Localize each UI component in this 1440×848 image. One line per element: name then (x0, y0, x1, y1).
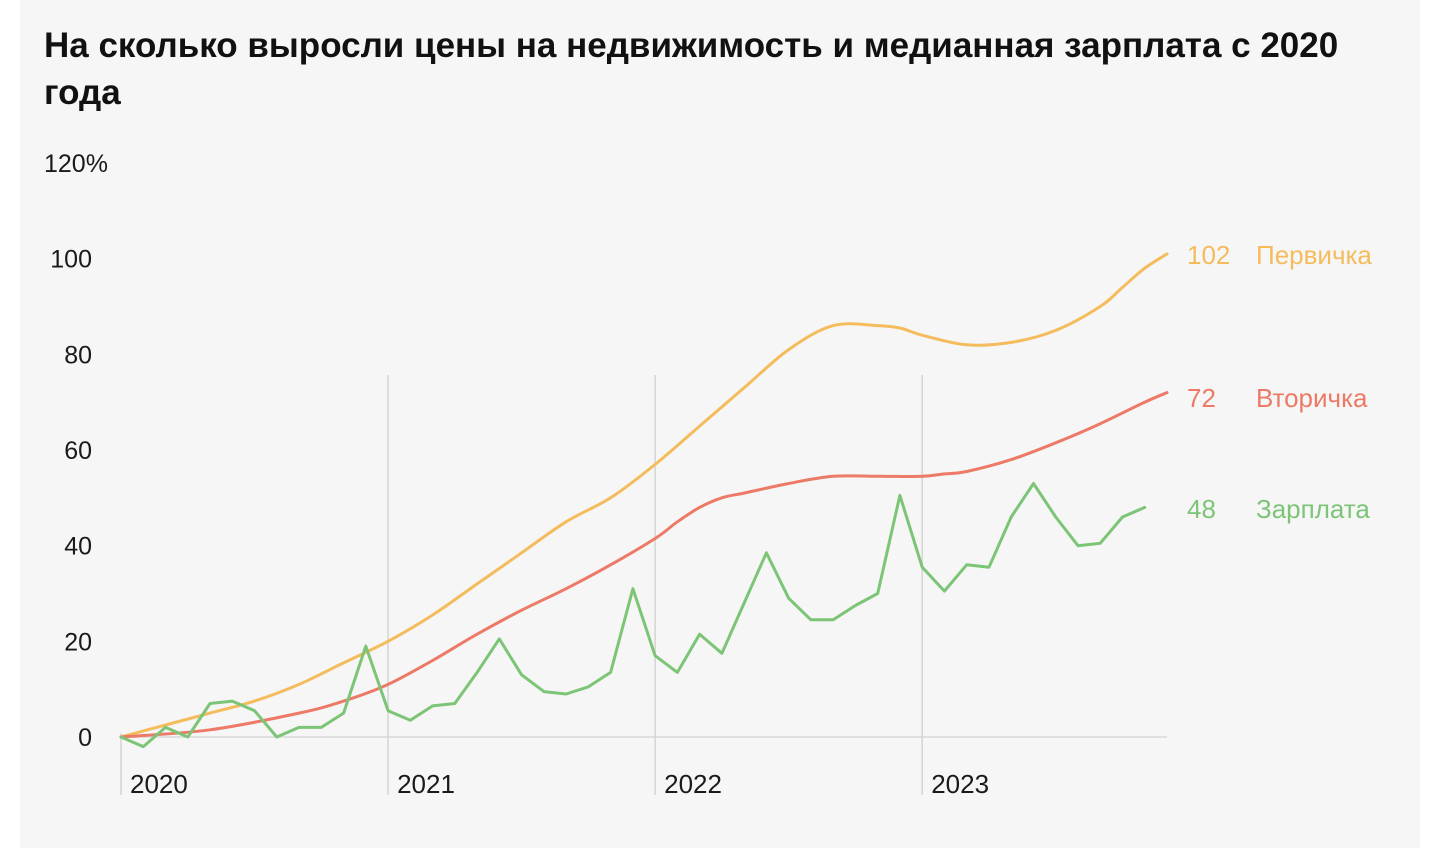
y-tick-label: 20 (64, 628, 92, 656)
y-axis: 0 20 40 60 80 100 120% (44, 150, 108, 752)
series-vtorichka-line (119, 391, 1169, 739)
y-tick-label: 100 (50, 246, 92, 274)
x-tick-label: 2021 (397, 769, 455, 799)
x-tick-label: 2022 (664, 769, 722, 799)
x-tick-label: 2023 (931, 769, 989, 799)
y-tick-label: 60 (64, 437, 92, 465)
series-layer (119, 252, 1169, 749)
y-tick-label: 80 (64, 341, 92, 369)
series-name-label: Зарплата (1256, 494, 1370, 524)
y-tick-label: 0 (78, 724, 92, 752)
series-zarplata-line (119, 482, 1147, 749)
series-name-label: Вторичка (1256, 383, 1368, 413)
y-tick-label: 40 (64, 533, 92, 561)
y-tick-label: 120% (44, 150, 108, 178)
chart-title: На сколько выросли цены на недвижимость … (44, 26, 1339, 112)
series-end-value: 48 (1187, 494, 1216, 524)
series-end-value: 72 (1187, 383, 1216, 413)
grid-layer (120, 375, 1167, 795)
end-labels: 102 Первичка 72 Вторичка 48 Зарплата (1187, 240, 1372, 524)
series-end-value: 102 (1187, 240, 1230, 270)
series-pervichka-line (119, 252, 1169, 739)
x-tick-label: 2020 (130, 769, 188, 799)
x-axis: 2020 2021 2022 2023 (130, 769, 989, 799)
series-name-label: Первичка (1256, 240, 1372, 270)
chart-card (20, 0, 1420, 848)
